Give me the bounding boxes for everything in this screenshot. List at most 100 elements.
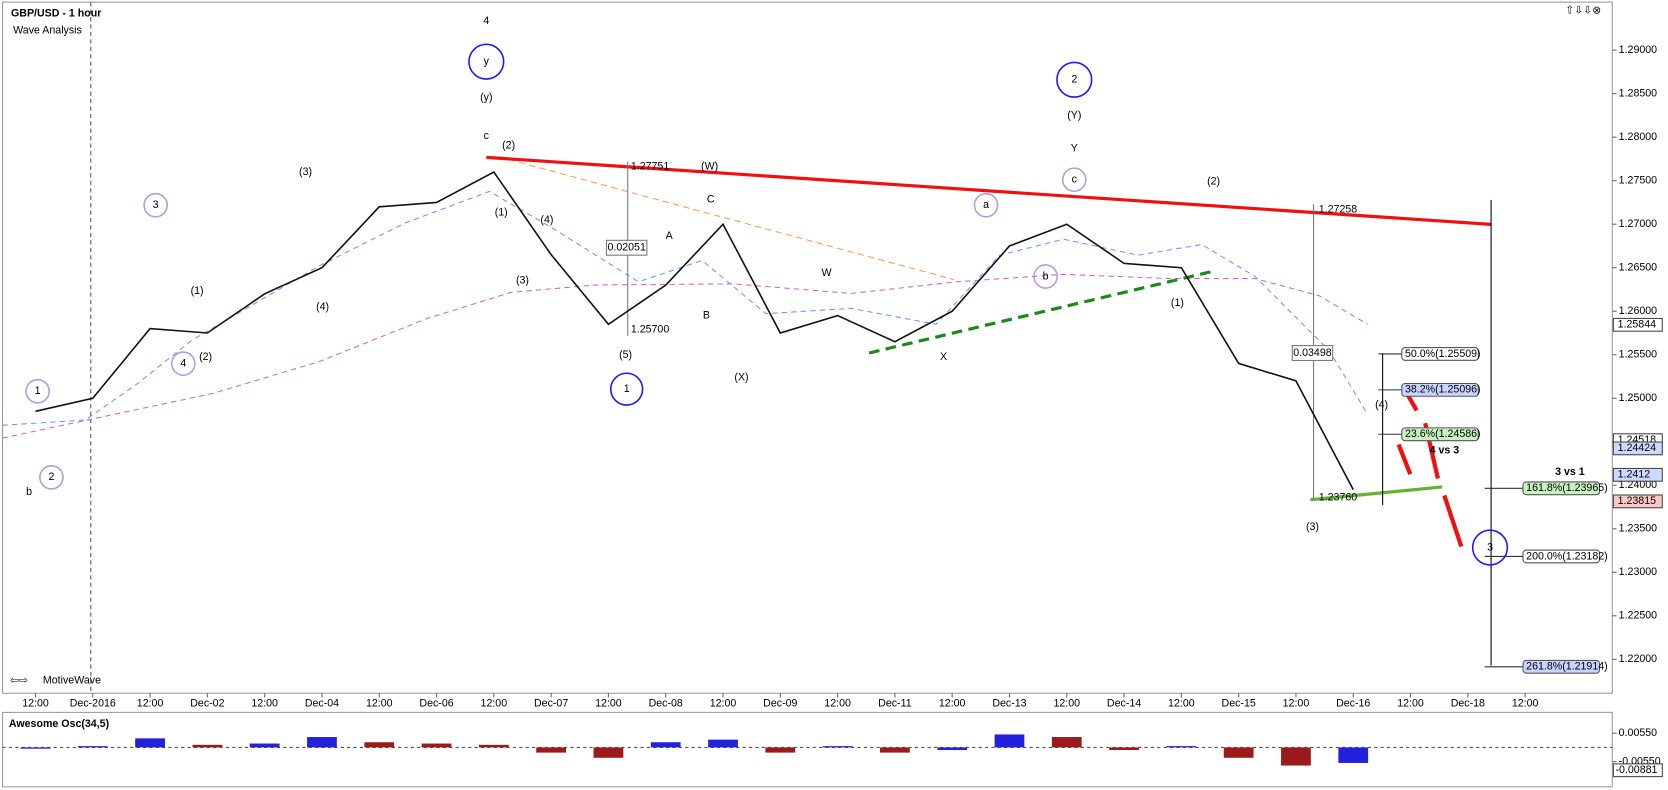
y-tick-label: 1.25500 — [1619, 349, 1657, 361]
osc-bar — [364, 742, 395, 748]
x-tick-label: Dec-02 — [190, 698, 224, 710]
y-tick-label: 1.26000 — [1619, 305, 1657, 317]
y-tick-label: 1.28500 — [1619, 88, 1657, 100]
moving-average — [2, 273, 1369, 439]
wave-label: (3) — [516, 275, 529, 287]
x-tick-label: Dec-18 — [1451, 698, 1485, 710]
osc-bar — [593, 747, 624, 758]
x-tick-label: Dec-13 — [992, 698, 1026, 710]
fib-label: 50.0%(1.25509) — [1405, 348, 1481, 360]
wave-circle — [973, 192, 999, 218]
wave-circle — [1033, 264, 1058, 289]
wave-circle — [609, 372, 644, 406]
x-tick-label: Dec-07 — [534, 698, 568, 710]
x-tick-label: 12:00 — [251, 698, 278, 710]
wave-label: B — [703, 310, 710, 322]
x-tick-label: Dec-14 — [1107, 698, 1141, 710]
y-tick-label: 1.27000 — [1619, 218, 1657, 230]
wave-circle — [1056, 61, 1093, 98]
wave-label: 3 — [153, 199, 159, 211]
wave-label: (1) — [191, 285, 204, 297]
wave-circle — [143, 192, 169, 218]
wave-label: (3) — [1306, 521, 1319, 533]
wave-label: 1.27751 — [631, 161, 669, 173]
y-tick-label: 1.28000 — [1619, 131, 1657, 143]
wave-label: (Y) — [1067, 110, 1081, 122]
osc-panel — [2, 711, 1613, 788]
osc-bar — [77, 746, 108, 748]
wave-circle — [39, 465, 64, 490]
osc-bar — [1109, 747, 1139, 751]
measure-box — [605, 239, 648, 256]
wave-circle — [468, 43, 505, 80]
fib-box — [1522, 659, 1601, 674]
x-tick-label: 12:00 — [595, 698, 622, 710]
osc-bar — [1281, 747, 1311, 766]
wave-label: y — [484, 55, 490, 67]
wave-label: (1) — [495, 206, 508, 218]
x-tick-label: 12:00 — [1512, 698, 1539, 710]
wave-label: 1.25700 — [631, 323, 669, 335]
y-tick-label: 1.22000 — [1619, 653, 1657, 665]
wave-label: (3) — [299, 166, 312, 178]
price-marker — [1612, 441, 1663, 456]
wave-label: 4 vs 3 — [1430, 445, 1460, 457]
wave-label: (X) — [734, 371, 748, 383]
wave-label: (4) — [1375, 399, 1388, 411]
x-tick-label: Dec-06 — [419, 698, 453, 710]
title: GBP/USD - 1 hour — [11, 8, 101, 20]
resistance-line — [486, 155, 1492, 226]
x-tick-label: 12:00 — [1283, 698, 1310, 710]
osc-bar — [421, 743, 452, 748]
brand: MotiveWave — [43, 674, 101, 686]
wave-label: 0.03498 — [1293, 347, 1331, 359]
osc-bar — [1051, 737, 1082, 748]
support-line — [1310, 485, 1443, 502]
wave-label: (2) — [502, 139, 515, 151]
osc-marker-label: -0.00881 — [1615, 764, 1657, 776]
osc-bar — [650, 742, 681, 748]
osc-bar — [307, 737, 337, 748]
x-tick-label: 12:00 — [1168, 698, 1195, 710]
price-marker — [1612, 467, 1663, 482]
price-marker-label: 1.24424 — [1618, 442, 1656, 454]
wave-label: (2) — [199, 351, 212, 363]
x-tick-label: 12:00 — [824, 698, 851, 710]
wave-label: C — [707, 194, 715, 206]
wave-label: b — [26, 486, 32, 498]
fib-box — [1401, 427, 1479, 442]
fib-label: 200.0%(1.23182) — [1526, 550, 1608, 562]
wave-label: Y — [1071, 143, 1078, 155]
moving-average — [2, 190, 1369, 426]
x-tick-label: 12:00 — [481, 698, 508, 710]
wave-label: (W) — [701, 161, 718, 173]
osc-bar — [249, 743, 280, 748]
toolbar-icons[interactable]: ⇦⇨ — [10, 674, 28, 686]
price-panel — [2, 1, 1613, 694]
subtitle: Wave Analysis — [13, 25, 82, 37]
price-marker-label: 1.25844 — [1618, 319, 1656, 331]
wave-label: 2 — [1071, 74, 1077, 86]
wave-label: 1.27258 — [1319, 203, 1357, 215]
fib-label: 161.8%(1.23965) — [1526, 482, 1608, 494]
wave-label: 1 — [35, 385, 41, 397]
x-tick-label: 12:00 — [710, 698, 737, 710]
window-controls[interactable]: ⇧⇩⇩⊗ — [1566, 4, 1602, 16]
osc-bar — [765, 747, 796, 753]
osc-bar — [20, 747, 51, 749]
wave-circle — [170, 351, 196, 376]
wave-label: 3 vs 1 — [1555, 466, 1585, 478]
wave-label: (4) — [316, 301, 329, 313]
wave-label: c — [1072, 174, 1078, 186]
y-tick-label: 1.23000 — [1619, 566, 1657, 578]
x-tick-label: 12:00 — [1053, 698, 1080, 710]
osc-title: Awesome Osc(34,5) — [9, 718, 110, 730]
wave-label: 4 — [180, 357, 186, 369]
fib-box — [1401, 347, 1479, 361]
wave-label: (1) — [1171, 297, 1184, 309]
x-tick-label: 12:00 — [137, 698, 164, 710]
osc-bar — [880, 747, 910, 753]
osc-bar — [192, 744, 223, 748]
